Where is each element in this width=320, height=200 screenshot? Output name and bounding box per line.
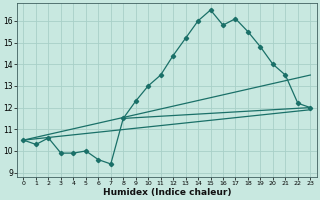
- X-axis label: Humidex (Indice chaleur): Humidex (Indice chaleur): [103, 188, 231, 197]
